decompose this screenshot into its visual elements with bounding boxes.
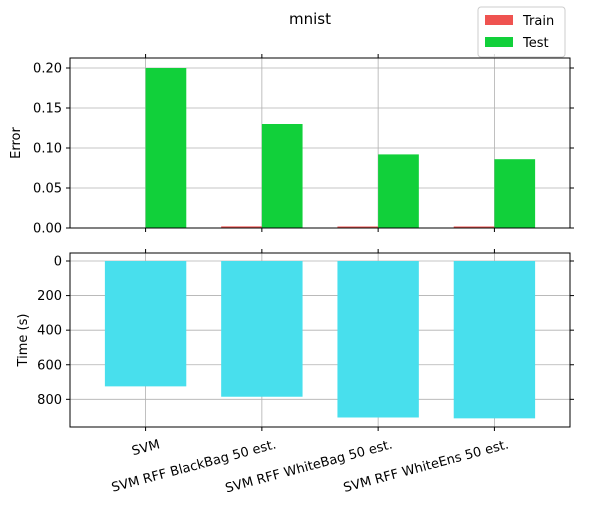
x-tick-label: SVM <box>130 437 161 459</box>
y-axis-label: Error <box>9 127 24 159</box>
y-tick-label: 200 <box>37 289 62 304</box>
y-tick-label: 0.05 <box>33 182 62 197</box>
legend-label: Test <box>522 36 549 51</box>
bar <box>378 154 419 228</box>
bar <box>145 68 187 228</box>
y-axis-label: Time (s) <box>16 314 31 368</box>
y-tick-label: 600 <box>37 358 62 373</box>
y-tick-label: 0.15 <box>33 102 62 117</box>
plot-frame <box>69 252 571 428</box>
legend: Train Test <box>477 6 566 58</box>
bar <box>221 261 303 397</box>
time-panel: 0 200 400 600 800 Time (s) <box>16 249 574 431</box>
y-tick-label: 800 <box>37 393 62 408</box>
bar <box>453 261 536 419</box>
legend-swatch <box>485 15 513 25</box>
y-tick-label: 0.20 <box>33 62 62 77</box>
bar <box>453 226 495 228</box>
bar <box>494 159 536 228</box>
bar <box>221 226 262 228</box>
bar <box>337 261 419 418</box>
y-tick-label: 0.00 <box>33 222 62 237</box>
y-tick-label: 0 <box>54 255 62 270</box>
bar <box>261 124 303 228</box>
error-panel: 0.00 0.05 0.10 0.15 0.20 Error <box>9 54 574 237</box>
legend-swatch <box>485 37 513 47</box>
legend-label: Train <box>522 14 554 29</box>
y-tick-label: 400 <box>37 324 62 339</box>
bar <box>337 226 379 228</box>
chart-title: mnist <box>289 10 331 28</box>
plot-frame <box>69 57 571 229</box>
y-tick-label: 0.10 <box>33 142 62 157</box>
bar <box>104 261 187 387</box>
